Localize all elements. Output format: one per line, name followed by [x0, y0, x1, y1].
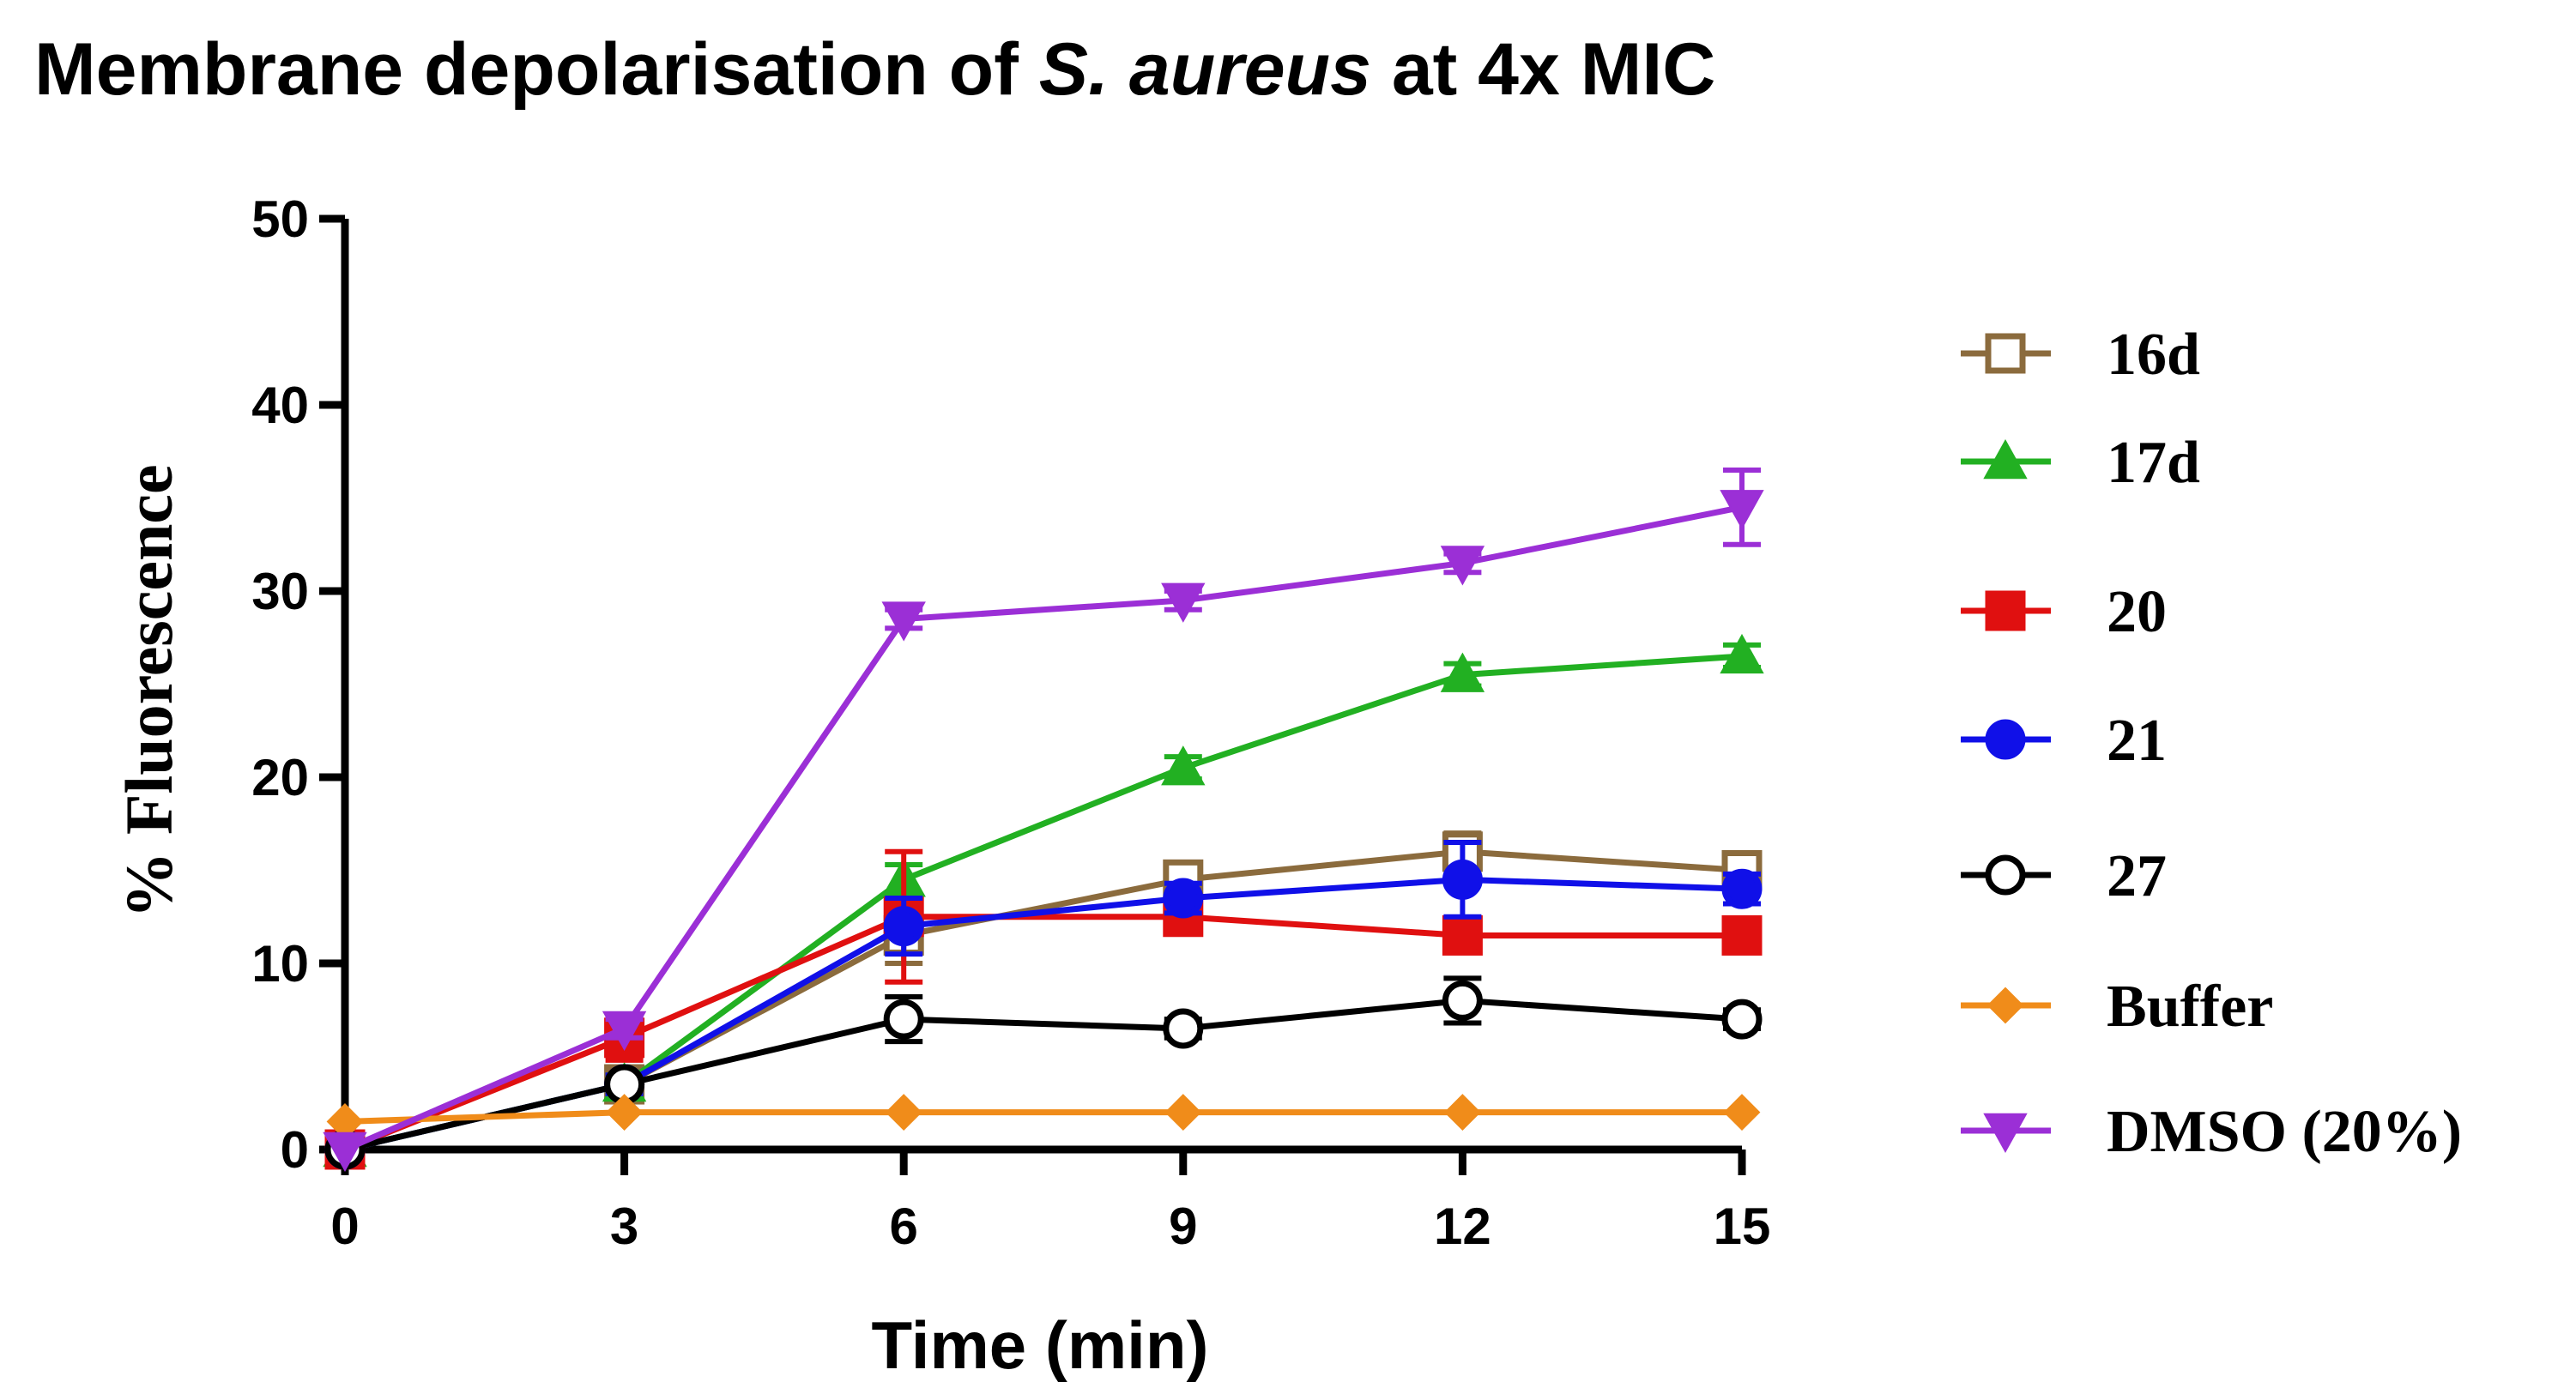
legend-marker: [1985, 333, 2026, 374]
legend-marker: [1985, 719, 2026, 760]
legend-item-buffer: Buffer: [1961, 974, 2273, 1040]
data-point: [883, 999, 924, 1040]
series-line-buffer: [344, 1109, 1742, 1125]
y-axis-label: % Fluorescence: [112, 464, 186, 918]
x-tick-label: 6: [890, 1198, 918, 1255]
legend-marker: [1986, 987, 2024, 1024]
data-point: [1163, 1008, 1204, 1049]
series-line-17d: [344, 653, 1743, 1153]
data-point: [1721, 999, 1763, 1040]
y-tick-label: 40: [251, 377, 309, 434]
legend-marker: [1985, 590, 2026, 631]
legend-label: 21: [2107, 708, 2167, 774]
legend-label: 27: [2107, 843, 2167, 909]
data-point: [1440, 652, 1485, 692]
series-line-16d: [344, 848, 1743, 1153]
series-line-27: [344, 997, 1743, 1153]
data-point: [1161, 582, 1206, 623]
legend-label: 17d: [2107, 430, 2200, 496]
data-point: [602, 1011, 647, 1052]
x-tick-label: 15: [1714, 1198, 1771, 1255]
legend-marker: [1983, 438, 2028, 480]
x-tick-label: 9: [1169, 1198, 1197, 1255]
data-point: [1163, 878, 1204, 919]
data-point: [323, 1131, 367, 1173]
data-point: [1164, 1094, 1202, 1131]
data-point: [606, 1094, 644, 1131]
chart-title-italic: S. aureus: [1039, 28, 1371, 111]
chart-title: Membrane depolarisation of S. aureus at …: [34, 28, 1715, 111]
legend: 16d 17d 20 21 27 Buffer DMSO (20%): [1961, 322, 2462, 1165]
legend-item-17d: 17d: [1961, 430, 2200, 496]
data-point: [1720, 490, 1764, 530]
legend-label: Buffer: [2107, 974, 2273, 1040]
data-point: [881, 601, 926, 642]
legend-item-dmso-20: DMSO (20%): [1961, 1099, 2462, 1165]
legend-marker: [1983, 1113, 2028, 1154]
data-point: [885, 1094, 922, 1131]
x-tick-label: 12: [1434, 1198, 1491, 1255]
legend-label: 20: [2107, 579, 2167, 645]
data-point: [1442, 859, 1483, 900]
data-point: [1720, 633, 1764, 674]
x-axis-label: Time (min): [872, 1307, 1209, 1383]
series-17d: [323, 633, 1764, 1168]
data-point: [1161, 745, 1206, 786]
series-line-21: [344, 876, 1743, 1153]
legend-item-20: 20: [1961, 579, 2167, 645]
series-line-20: [343, 914, 1742, 1153]
chart-title-prefix: Membrane depolarisation of: [34, 28, 1039, 111]
y-tick-label: 30: [251, 563, 309, 620]
chart-title-suffix: at 4x MIC: [1371, 28, 1715, 111]
legend-item-27: 27: [1961, 843, 2167, 909]
series-line-dmso-20: [343, 504, 1743, 1153]
x-tick-label: 0: [330, 1198, 359, 1255]
legend-item-21: 21: [1961, 708, 2167, 774]
data-point: [1721, 868, 1763, 909]
y-tick-label: 0: [281, 1121, 309, 1179]
data-point: [1442, 980, 1483, 1021]
axes: 0 10 20 30 40 50 0 3 6 9 12 15: [251, 190, 1770, 1255]
data-point: [1440, 546, 1485, 586]
legend-item-16d: 16d: [1961, 322, 2200, 388]
plot-area: [323, 467, 1764, 1173]
data-point: [1723, 1094, 1761, 1131]
y-tick-label: 20: [251, 749, 309, 806]
series-buffer: [326, 1094, 1761, 1140]
data-point: [1442, 914, 1483, 956]
series-20: [324, 848, 1763, 1170]
y-tick-label: 50: [251, 190, 309, 248]
data-point: [1443, 1094, 1481, 1131]
data-point: [1721, 914, 1763, 956]
data-point: [883, 906, 924, 947]
series-dmso-20: [323, 467, 1764, 1173]
x-tick-label: 3: [610, 1198, 638, 1255]
legend-label: 16d: [2107, 322, 2200, 388]
y-tick-label: 10: [251, 935, 309, 993]
legend-label: DMSO (20%): [2107, 1099, 2462, 1165]
legend-marker: [1985, 854, 2026, 896]
